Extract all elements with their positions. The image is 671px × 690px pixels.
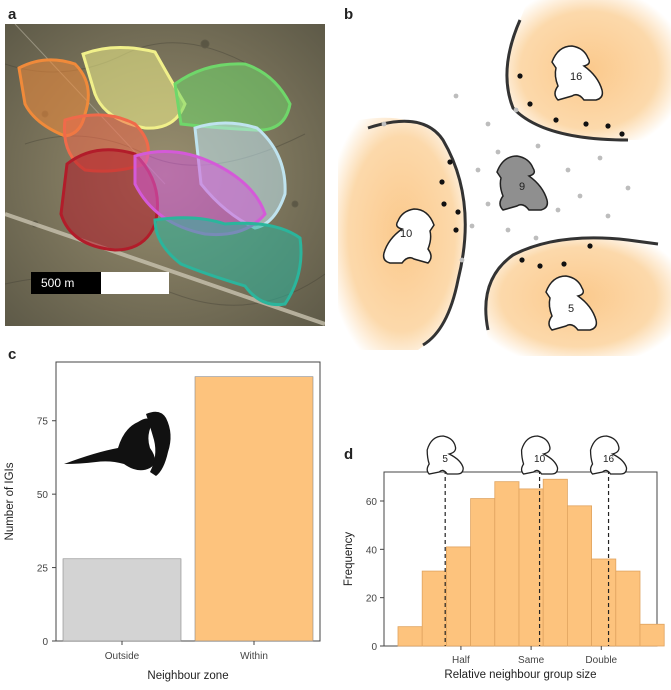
- panel-letter-b: b: [344, 6, 354, 23]
- histogram-bar: [639, 623, 665, 647]
- x-tick-label: Outside: [105, 651, 140, 662]
- road: [5, 212, 325, 326]
- x-tick-label: Same: [518, 655, 545, 666]
- scale-bar-label: 500 m: [41, 276, 74, 290]
- meerkat-icon-16: 16: [551, 45, 604, 101]
- meerkat-icon-5: 5: [545, 275, 598, 331]
- territory-polygon: [153, 216, 303, 307]
- y-tick-label: 50: [37, 490, 49, 501]
- meerkat-icon: 5: [426, 435, 464, 475]
- histogram-bar: [542, 478, 568, 647]
- black-dots: [439, 73, 625, 269]
- histogram-bar: [470, 498, 496, 647]
- y-tick-label: 20: [366, 594, 378, 605]
- group-size-10: 10: [400, 228, 412, 240]
- y-tick-label: 40: [366, 545, 378, 556]
- histogram-bar: [566, 505, 592, 647]
- x-axis-label: Neighbour zone: [147, 670, 228, 682]
- plot-frame: [55, 361, 321, 642]
- y-tick-label: 0: [371, 642, 377, 653]
- histogram-bar: [494, 481, 520, 647]
- x-axis-label: Relative neighbour group size: [444, 669, 596, 681]
- bar-outside: [62, 558, 182, 642]
- chart-igis-by-zone: 0 25 50 75 Outside Within Neighbour zone Number…: [0, 352, 335, 685]
- y-tick-label: 75: [37, 417, 49, 428]
- panel-letter-a: a: [8, 6, 17, 23]
- group-size-5: 5: [568, 303, 574, 315]
- territory-border-top-right: [505, 19, 629, 142]
- y-tick-label: 0: [42, 637, 48, 648]
- panel-letter-c: c: [8, 346, 17, 363]
- reference-group-size-label: 10: [534, 454, 546, 465]
- panel-letter-d: d: [344, 446, 354, 463]
- y-tick-label: 25: [37, 564, 49, 575]
- group-size-9: 9: [519, 181, 525, 193]
- meerkat-icon-9: 9: [496, 155, 549, 211]
- histogram-bar: [591, 558, 617, 647]
- territory-schematic: 16 9 10 5: [338, 0, 671, 356]
- x-tick-label: Within: [240, 651, 268, 662]
- y-axis-label: Number of IGIs: [4, 462, 16, 540]
- territory-map: 500 m: [5, 24, 325, 326]
- group-size-16: 16: [570, 71, 582, 83]
- meerkat-icon: 16: [589, 435, 628, 475]
- scale-bar: 500 m: [31, 272, 169, 294]
- territory-border-left: [367, 119, 467, 347]
- y-axis-label: Frequency: [343, 532, 355, 587]
- x-tick-label: Half: [452, 655, 470, 666]
- grey-dots: [381, 93, 631, 263]
- meerkat-icon-10: 10: [382, 208, 435, 264]
- y-tick-label: 60: [366, 497, 378, 508]
- histogram-bar: [615, 570, 641, 647]
- territory-border-bottom-right: [484, 236, 659, 331]
- reference-group-size-label: 16: [603, 454, 615, 465]
- chart-relative-group-size: 0 20 40 60 Half Same Double 5 10 16 Relative neigh…: [338, 432, 671, 685]
- meerkat-icon: 10: [520, 435, 559, 475]
- histogram-bar: [397, 626, 423, 647]
- x-tick-label: Double: [585, 655, 617, 666]
- histogram-bar: [446, 546, 472, 647]
- histogram-bar: [421, 570, 447, 647]
- reference-group-size-label: 5: [442, 454, 448, 465]
- bar-within: [194, 376, 314, 642]
- fighting-meerkats-icon: [64, 411, 171, 476]
